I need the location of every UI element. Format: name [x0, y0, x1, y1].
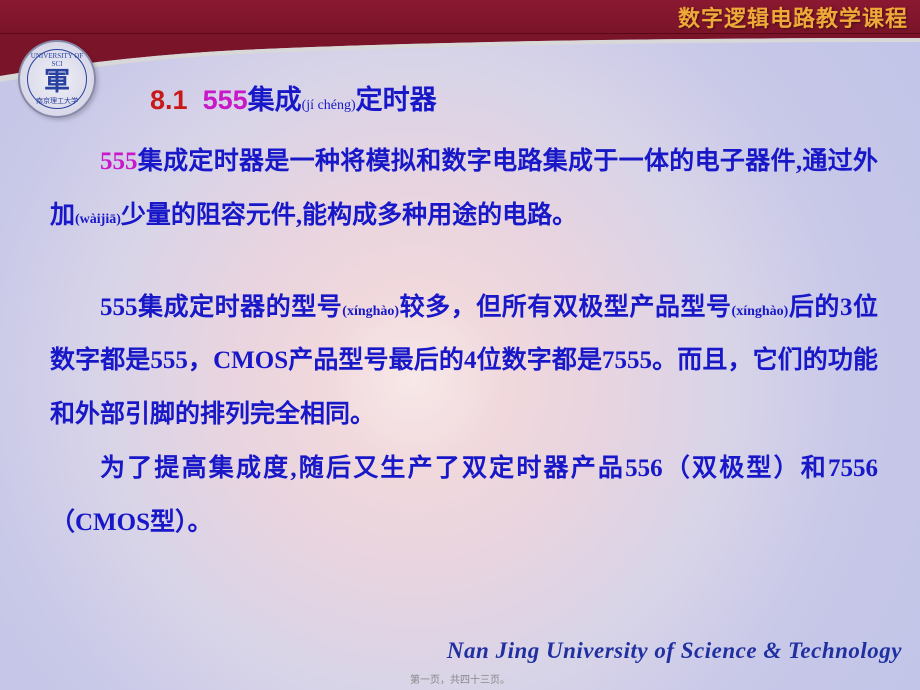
- para3-text: 为了提高集成度,随后又生产了双定时器产品556（双极型）和7556（CMOS型）…: [50, 455, 878, 536]
- footer-text: Nan Jing University of Science & Technol…: [447, 638, 902, 664]
- para1-prefix: 555: [100, 148, 138, 175]
- section-pinyin: (jí chéng): [302, 98, 356, 113]
- slide-container: 数字逻辑电路教学课程 UNIVERSITY OF SCI 軍 南京理工大学 8.…: [0, 0, 920, 690]
- page-number: 第一页，共四十三页。: [410, 671, 510, 686]
- section-title-part1: 集成: [248, 85, 302, 115]
- university-logo: UNIVERSITY OF SCI 軍 南京理工大学: [18, 40, 96, 118]
- section-highlight: 555: [203, 85, 248, 115]
- para1-pinyin: (wàijiā): [75, 212, 121, 227]
- header-bar: 数字逻辑电路教学课程: [0, 0, 920, 34]
- curve-decoration: [0, 34, 920, 84]
- section-title: 8.1 555集成(jí chéng)定时器: [150, 78, 878, 117]
- para2-text2: 较多，但所有双极型产品型号: [399, 294, 731, 321]
- section-title-part2: 定时器: [356, 85, 437, 115]
- para2-pinyin2: (xínghào): [732, 304, 789, 319]
- paragraph-2: 555集成定时器的型号(xínghào)较多，但所有双极型产品型号(xínghà…: [50, 281, 878, 442]
- header-title: 数字逻辑电路教学课程: [678, 1, 908, 33]
- para2-pinyin1: (xínghào): [342, 304, 399, 319]
- para1-text2: 少量的阻容元件,能构成多种用途的电路。: [121, 202, 577, 229]
- logo-text-bottom: 南京理工大学: [28, 96, 86, 106]
- paragraph-3: 为了提高集成度,随后又生产了双定时器产品556（双极型）和7556（CMOS型）…: [50, 442, 878, 550]
- content-area: 8.1 555集成(jí chéng)定时器 555集成定时器是一种将模拟和数字…: [50, 78, 878, 549]
- para2-text1: 555集成定时器的型号: [100, 294, 342, 321]
- paragraph-1: 555集成定时器是一种将模拟和数字电路集成于一体的电子器件,通过外加(wàiji…: [50, 135, 878, 243]
- section-number: 8.1: [150, 85, 188, 115]
- logo-text-top: UNIVERSITY OF SCI: [28, 52, 86, 68]
